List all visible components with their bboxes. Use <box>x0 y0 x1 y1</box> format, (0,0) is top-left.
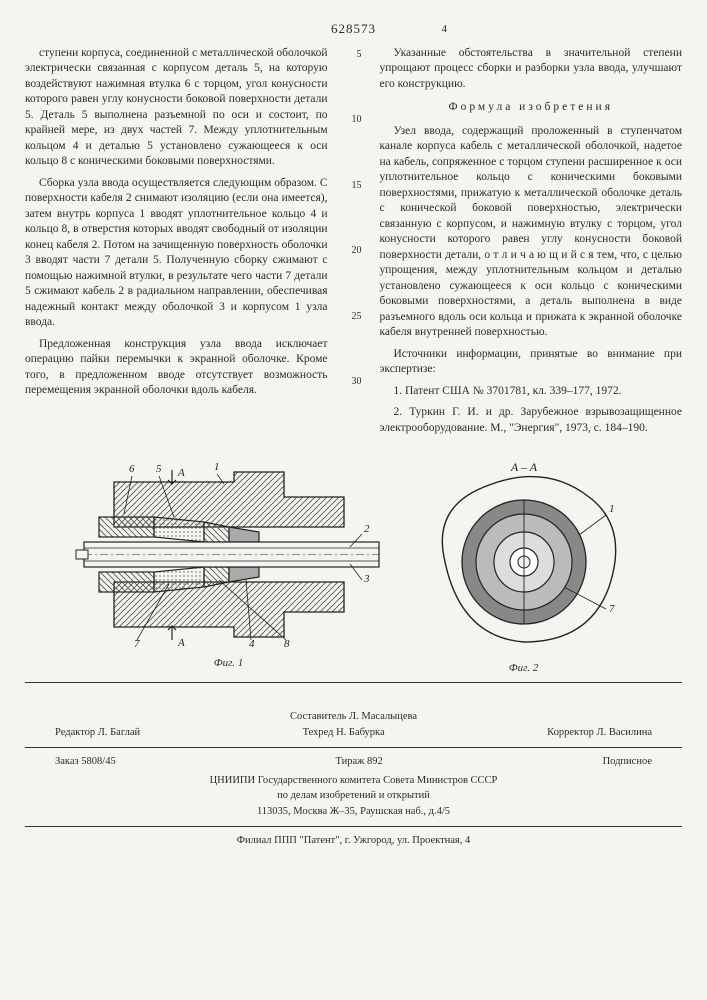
left-column: ступени корпуса, соединенной с металличе… <box>25 46 328 443</box>
footer-editor: Редактор Л. Баглай <box>55 725 140 741</box>
svg-text:1: 1 <box>214 462 220 473</box>
line-num: 15 <box>346 179 362 193</box>
footer-techred: Техред Н. Бабурка <box>303 725 385 741</box>
para-l3: Предложенная конструкция узла ввода искл… <box>25 337 328 399</box>
page-marker: 4 <box>442 22 448 37</box>
svg-text:A – A: A – A <box>509 460 537 474</box>
para-l2: Сборка узла ввода осуществляется следующ… <box>25 176 328 331</box>
footer-compiler: Составитель Л. Масалыцева <box>25 709 682 725</box>
formula-title: Формула изобретения <box>380 100 683 116</box>
svg-text:1: 1 <box>609 503 615 515</box>
fig1-label: Фиг. 1 <box>74 656 384 671</box>
svg-text:5: 5 <box>156 463 162 475</box>
footer-addr1: 113035, Москва Ж–35, Раушская наб., д.4/… <box>25 804 682 820</box>
footer-podpisnoe: Подписное <box>603 754 652 770</box>
footer-org2: по делам изобретений и открытий <box>25 788 682 804</box>
footer-org1: ЦНИИПИ Государственного комитета Совета … <box>25 773 682 789</box>
document-number: 628573 <box>25 20 682 38</box>
para-r1: Указанные обстоятельства в значительной … <box>380 46 683 93</box>
footer: Составитель Л. Масалыцева Редактор Л. Ба… <box>25 701 682 848</box>
svg-text:A: A <box>177 637 185 649</box>
text-columns: ступени корпуса, соединенной с металличе… <box>25 46 682 443</box>
line-num: 30 <box>346 375 362 389</box>
svg-text:7: 7 <box>609 603 615 615</box>
footer-order: Заказ 5808/45 <box>55 754 116 770</box>
para-l1: ступени корпуса, соединенной с металличе… <box>25 46 328 170</box>
svg-text:A: A <box>177 467 185 479</box>
footer-corrector: Корректор Л. Василина <box>547 725 652 741</box>
svg-text:8: 8 <box>284 638 290 650</box>
source-2: 2. Туркин Г. И. и др. Зарубежное взрывоз… <box>380 405 683 436</box>
svg-text:6: 6 <box>129 463 135 475</box>
line-num: 25 <box>346 310 362 324</box>
svg-text:2: 2 <box>364 523 370 535</box>
line-num: 20 <box>346 244 362 258</box>
sources-title: Источники информации, принятые во вниман… <box>380 347 683 378</box>
fig2-label: Фиг. 2 <box>414 661 634 676</box>
line-num: 5 <box>346 48 362 62</box>
footer-tirazh: Тираж 892 <box>335 754 382 770</box>
source-1: 1. Патент США № 3701781, кл. 339–177, 19… <box>380 384 683 400</box>
figures-row: A A 6 5 1 2 3 7 4 8 Фиг. 1 A – A <box>25 457 682 676</box>
figure-1: A A 6 5 1 2 3 7 4 8 Фиг. 1 <box>74 462 384 671</box>
svg-text:4: 4 <box>249 638 255 650</box>
figure-2: A – A 1 7 Фиг. 2 <box>414 457 634 676</box>
line-number-gutter: 5 10 15 20 25 30 <box>346 46 362 443</box>
line-num: 10 <box>346 113 362 127</box>
right-column: Указанные обстоятельства в значительной … <box>380 46 683 443</box>
footer-addr2: Филиал ППП "Патент", г. Ужгород, ул. Про… <box>25 833 682 849</box>
para-r2: Узел ввода, содержащий проложенный в сту… <box>380 124 683 341</box>
svg-text:3: 3 <box>363 573 370 585</box>
